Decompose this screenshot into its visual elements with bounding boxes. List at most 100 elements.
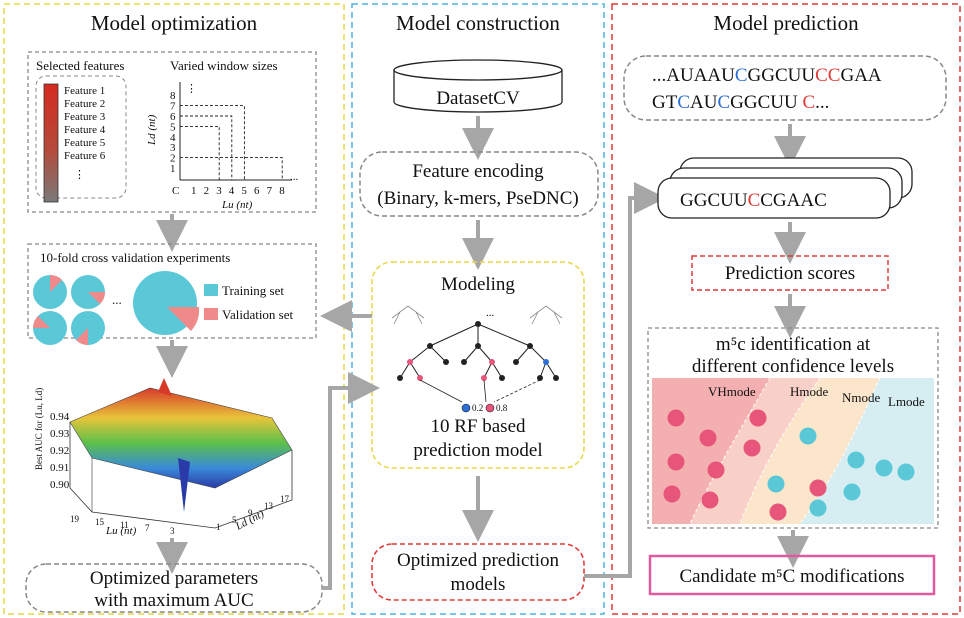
surface-x-tick: 7 — [145, 523, 150, 533]
site-dot — [809, 499, 827, 517]
site-dot — [749, 409, 767, 427]
cv-box — [27, 243, 317, 339]
surface-peak — [158, 378, 172, 396]
site-dot — [667, 453, 685, 471]
window-rect — [180, 105, 245, 180]
cv-pie-1 — [33, 275, 67, 309]
arrow-models-to-prediction — [584, 182, 666, 578]
surface-y-tick: 13 — [264, 501, 274, 511]
prediction-panel — [611, 3, 961, 615]
cv-pies-small — [33, 275, 105, 345]
surface-x-label: Lu (nt) — [105, 525, 137, 537]
surface-z-tick: 0.90 — [50, 479, 70, 491]
prediction-title: Model prediction — [713, 11, 859, 35]
cv-title: 10-fold cross validation experiments — [40, 250, 230, 265]
rf-score-high: 0.8 — [496, 403, 508, 413]
optimized-models-line1: Optimized prediction — [397, 550, 559, 571]
optimized-models-line2: models — [451, 574, 506, 595]
random-forest-illustration: ... 0.2 0.8 — [391, 305, 563, 413]
rf-score-high-dot — [485, 403, 495, 413]
prediction-scores-box — [691, 255, 889, 291]
cv-pie-4 — [71, 311, 105, 345]
zone-divider-1 — [689, 377, 771, 525]
dataset-cylinder — [393, 59, 563, 113]
optimized-models-box — [371, 543, 585, 601]
prediction-scores-label: Prediction scores — [725, 263, 855, 284]
surface-z-ticks: 0.94 0.93 0.92 0.91 0.90 — [50, 411, 70, 491]
window-x-label: Lu (nt) — [221, 199, 253, 211]
surface-x-tick: 15 — [95, 517, 105, 527]
window-x-tick: 1 — [191, 185, 197, 197]
rf-vote-lines — [419, 379, 541, 403]
sequence-window-stack — [657, 157, 913, 219]
legend-training-swatch — [204, 284, 218, 296]
surface-y-tick: 17 — [280, 494, 290, 504]
construction-panel — [351, 3, 605, 615]
arrow-params-to-modeling — [322, 372, 380, 590]
legend-validation-swatch — [204, 308, 218, 320]
window-rect — [180, 125, 220, 180]
feature-window-box — [27, 51, 317, 213]
site-dot — [743, 439, 761, 457]
surface-y-tick: 5 — [232, 515, 237, 525]
feature-list: Feature 1 Feature 2 Feature 3 Feature 4 … — [64, 85, 106, 181]
site-dot — [701, 491, 719, 509]
site-dot — [897, 463, 915, 481]
site-dot — [847, 451, 865, 469]
dataset-label: DatasetCV — [436, 88, 520, 109]
optimization-title: Model optimization — [91, 11, 258, 35]
surface-frame — [69, 422, 293, 529]
cv-pie-3 — [33, 311, 67, 345]
site-dot — [769, 503, 787, 521]
surface-z-tick: 0.93 — [50, 428, 70, 440]
surface-x-ticks: 19 15 11 7 3 — [70, 514, 175, 536]
window-y-tick: 3 — [170, 142, 176, 154]
window-x-tick: 7 — [267, 185, 273, 197]
window-rect — [180, 157, 283, 180]
window-x-tick: 2 — [204, 185, 210, 197]
feature-2: Feature 2 — [64, 98, 105, 110]
site-dot — [809, 479, 827, 497]
site-dot — [799, 427, 817, 445]
mode-l: Lmode — [888, 394, 925, 409]
selected-features-label: Selected features — [36, 58, 124, 73]
feature-5: Feature 5 — [64, 137, 106, 149]
window-y-label: Ld (nt) — [146, 114, 158, 146]
feature-3: Feature 3 — [64, 111, 106, 123]
window-origin: C — [172, 185, 179, 197]
confidence-dots — [663, 409, 915, 521]
mode-vh: VHmode — [708, 384, 756, 399]
candidate-label: Candidate m⁵C modifications — [679, 566, 904, 587]
feature-1: Feature 1 — [64, 85, 105, 97]
feature-color-bar — [43, 83, 59, 203]
surface-y-tick: 9 — [248, 508, 253, 518]
feature-4: Feature 4 — [64, 124, 106, 136]
window-y-tick: 7 — [170, 101, 176, 113]
zone-divider-2 — [739, 377, 821, 525]
window-sequence: GGCUUCCGAAC — [680, 190, 827, 211]
feature-list-box — [35, 75, 127, 199]
cv-pie-large — [133, 271, 200, 335]
surface-y-tick: 1 — [216, 522, 221, 532]
sequence-line2: GTCAUCGGCUU C... — [652, 92, 829, 113]
window-y-tick: 6 — [170, 111, 176, 123]
window-x-tick: 4 — [229, 185, 235, 197]
surface-dip — [178, 458, 190, 512]
window-y-tick: 1 — [170, 163, 176, 175]
window-y-tick: 5 — [170, 121, 176, 133]
window-sizes-label: Varied window sizes — [170, 58, 278, 73]
mode-n: Nmode — [842, 390, 881, 405]
window-y-more: ⋮ — [186, 83, 197, 95]
legend-validation-label: Validation set — [222, 307, 294, 322]
site-dot — [663, 485, 681, 503]
surface-x-tick: 11 — [120, 520, 129, 530]
site-dot — [767, 475, 785, 493]
rf-score-low-dot — [461, 403, 471, 413]
modeling-title: Modeling — [441, 274, 515, 295]
window-x-tick: 8 — [279, 185, 285, 197]
rf-front-trees — [399, 323, 557, 379]
rf-score-low: 0.2 — [472, 403, 483, 413]
input-sequence-box — [623, 55, 947, 121]
rf-model-line2: prediction model — [413, 440, 542, 461]
